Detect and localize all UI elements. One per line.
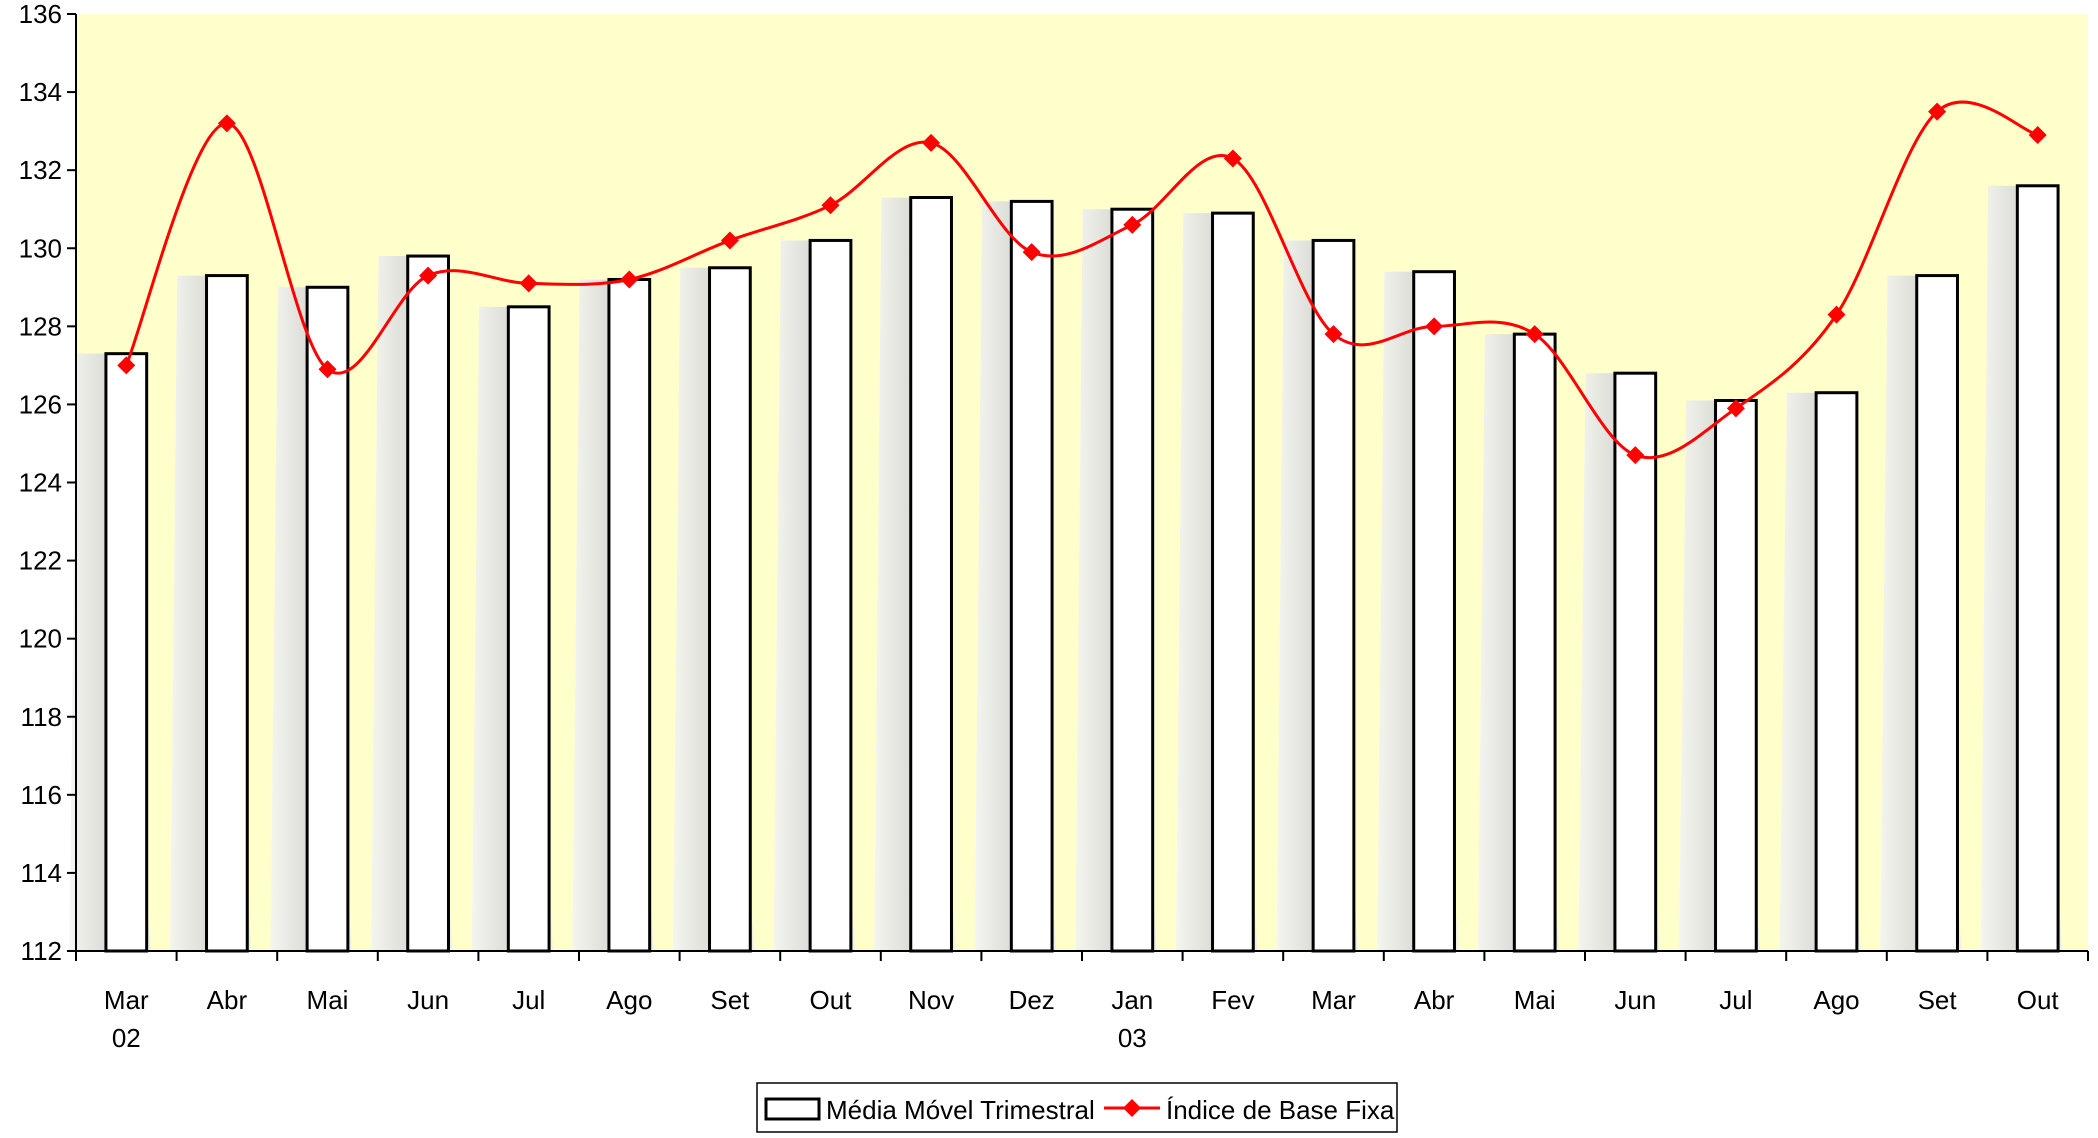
x-tick-label: Set — [710, 985, 750, 1015]
line-point-marker — [1223, 149, 1242, 168]
y-tick-label: 118 — [21, 702, 62, 732]
line-point-marker — [720, 231, 739, 250]
bar-media-movel — [1009, 199, 1054, 953]
y-tick-label: 130 — [19, 233, 62, 263]
line-point-marker — [922, 133, 941, 152]
line-point-marker — [1123, 215, 1142, 234]
x-tick-label: Jul — [1719, 985, 1752, 1015]
line-point-marker — [1525, 325, 1544, 344]
line-point-marker — [1726, 399, 1745, 418]
x-tick-label: Jun — [1614, 985, 1656, 1015]
bar-media-movel — [909, 195, 953, 953]
bar-media-movel — [1613, 371, 1658, 953]
bar-media-movel — [1714, 399, 1758, 953]
y-tick-label: 112 — [21, 936, 62, 966]
line-indice-base-fixa — [117, 100, 2047, 465]
x-tick-label: Nov — [908, 985, 954, 1015]
x-tick-label: Ago — [1813, 985, 1859, 1015]
bar-media-movel — [205, 274, 249, 953]
x-tick-label: Abr — [1414, 985, 1455, 1015]
x-tick-label: Mar — [104, 985, 149, 1015]
bar-media-movel — [1211, 211, 1255, 953]
x-axis-ticks: Mar 02 Abr Mai Jun Jul Ago Set Out Nov Dez Jan 03 Fev… — [75, 951, 2089, 1053]
line-point-marker — [1827, 305, 1846, 324]
x-tick-label: Abr — [207, 985, 248, 1015]
y-tick-label: 114 — [21, 858, 62, 888]
line-point-marker — [519, 274, 538, 293]
y-tick-label: 128 — [19, 311, 62, 341]
line-point-marker — [2028, 126, 2047, 145]
bar-media-movel — [2015, 184, 2060, 953]
y-tick-label: 126 — [19, 389, 62, 419]
x-tick-label: Mai — [307, 985, 349, 1015]
x-tick-label: Out — [2017, 985, 2060, 1015]
bar-media-movel — [808, 238, 853, 953]
line-point-marker — [419, 266, 438, 285]
x-tick-label: Mai — [1514, 985, 1556, 1015]
x-tick-label: Jul — [512, 985, 545, 1015]
bar-media-movel — [1110, 207, 1155, 953]
legend-bar-swatch — [764, 1097, 821, 1121]
line-point-marker — [821, 196, 840, 215]
bar-media-movel — [406, 254, 450, 953]
bars-media-movel — [104, 184, 2060, 953]
bar-media-movel — [1311, 238, 1356, 953]
bar-media-movel — [506, 305, 551, 953]
bar-media-movel — [1915, 274, 1959, 953]
legend-box — [756, 1082, 1398, 1133]
y-tick-label: 136 — [19, 0, 62, 29]
y-tick-label: 134 — [19, 77, 62, 107]
bar-media-movel — [708, 266, 752, 953]
line-point-marker — [217, 114, 236, 133]
x-tick-label: Set — [1918, 985, 1958, 1015]
x-tick-sublabel: 03 — [1118, 1023, 1147, 1053]
y-tick-label: 122 — [19, 546, 62, 576]
x-tick-label: Fev — [1211, 985, 1254, 1015]
legend-line-marker — [1123, 1099, 1141, 1117]
x-tick-label: Dez — [1009, 985, 1055, 1015]
legend: Média Móvel Trimestral Índice de Base Fi… — [756, 1082, 1398, 1133]
y-tick-label: 124 — [19, 468, 62, 498]
line-point-marker — [1425, 317, 1444, 336]
line-point-marker — [117, 356, 136, 375]
line-point-marker — [1324, 325, 1343, 344]
legend-label-media-movel: Média Móvel Trimestral — [826, 1095, 1095, 1125]
bar-media-movel — [1412, 270, 1456, 953]
bar-media-movel — [305, 285, 350, 953]
y-axis-ticks: 112 114 116 118 120 122 124 126 128 130 132 134 136 — [19, 0, 76, 966]
y-tick-label: 132 — [19, 155, 62, 185]
x-tick-label: Jan — [1111, 985, 1153, 1015]
bar-media-movel — [104, 352, 149, 953]
x-tick-label: Ago — [606, 985, 652, 1015]
x-tick-label: Mar — [1311, 985, 1356, 1015]
bar-media-movel — [607, 277, 652, 953]
line-point-marker — [318, 360, 337, 379]
line-point-marker — [1626, 446, 1645, 465]
legend-label-indice-base-fixa: Índice de Base Fixa — [1166, 1095, 1395, 1125]
line-point-marker — [620, 270, 639, 289]
x-tick-label: Out — [810, 985, 853, 1015]
bar-media-movel — [1814, 391, 1859, 953]
y-tick-label: 116 — [21, 780, 62, 810]
line-point-marker — [1928, 102, 1947, 121]
x-tick-label: Jun — [407, 985, 449, 1015]
y-tick-label: 120 — [19, 624, 62, 654]
bar-media-movel — [1512, 332, 1557, 953]
line-point-marker — [1022, 243, 1041, 262]
x-tick-sublabel: 02 — [112, 1023, 141, 1053]
